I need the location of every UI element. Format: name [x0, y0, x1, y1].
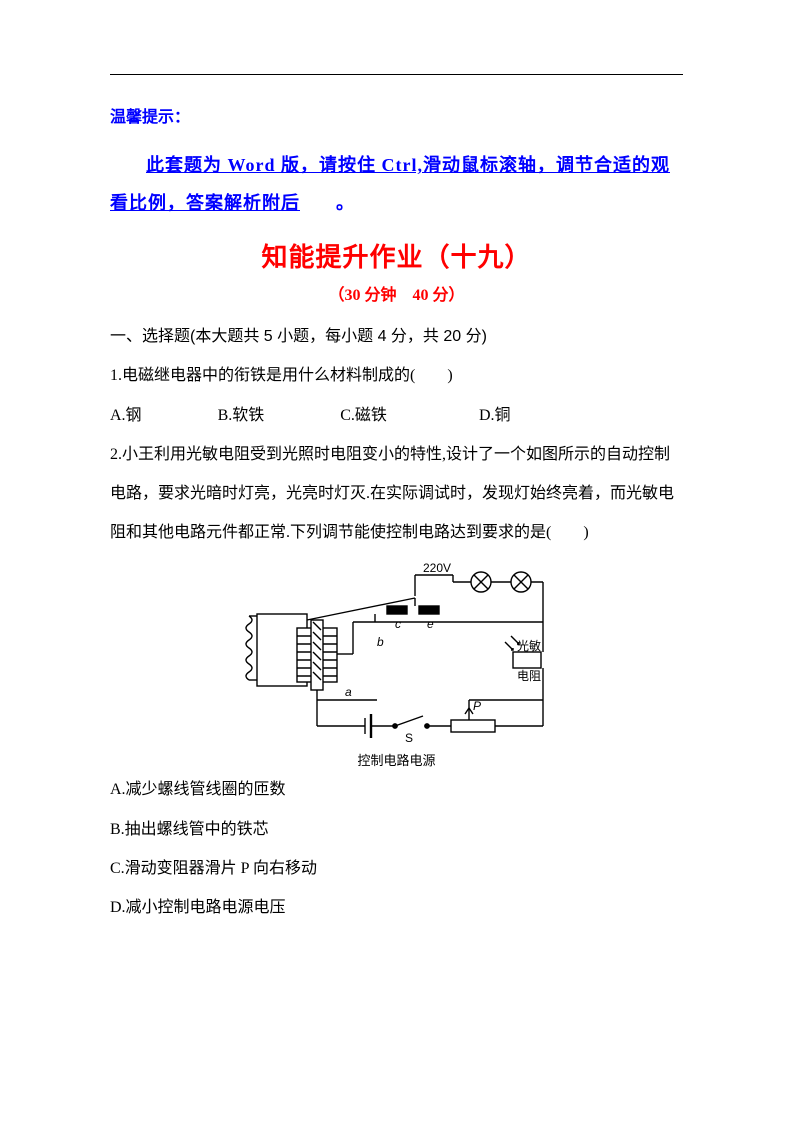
- q2-opt-d: D.减小控制电路电源电压: [110, 888, 683, 927]
- label-ldr1: 光敏: [517, 638, 541, 653]
- circuit-diagram: 220V c e b: [110, 558, 683, 752]
- hint-body: 此套题为 Word 版，请按住 Ctrl,滑动鼠标滚轴，调节合适的观看比例，答案…: [110, 147, 683, 223]
- q2-opt-c: C.滑动变阻器滑片 P 向右移动: [110, 849, 683, 888]
- hint-period: 。: [300, 185, 355, 223]
- q2-opt-a: A.减少螺线管线圈的匝数: [110, 770, 683, 809]
- label-220v: 220V: [423, 561, 451, 575]
- section-1-header: 一、选择题(本大题共 5 小题，每小题 4 分，共 20 分): [110, 317, 683, 356]
- q1-opt-c: C.磁铁: [340, 396, 387, 435]
- diagram-caption: 控制电路电源: [110, 752, 683, 770]
- label-s: S: [405, 731, 413, 745]
- label-p: P: [473, 699, 481, 713]
- top-rule: [110, 74, 683, 75]
- hint-body-text: 此套题为 Word 版，请按住 Ctrl,滑动鼠标滚轴，调节合适的观看比例，答案…: [110, 155, 670, 213]
- q1-opt-b: B.软铁: [218, 396, 265, 435]
- hint-label: 温馨提示：: [110, 98, 683, 137]
- main-title: 知能提升作业（十九）: [110, 237, 683, 279]
- sub-title: （30 分钟 40 分）: [110, 282, 683, 311]
- q2-opt-b: B.抽出螺线管中的铁芯: [110, 810, 683, 849]
- label-b: b: [377, 635, 384, 649]
- label-ldr2: 电阻: [517, 669, 541, 683]
- q1-opt-a: A.钢: [110, 396, 142, 435]
- q1-opt-d: D.铜: [479, 396, 511, 435]
- label-a: a: [345, 685, 352, 699]
- q2-stem: 2.小王利用光敏电阻受到光照时电阻变小的特性,设计了一个如图所示的自动控制电路，…: [110, 435, 683, 553]
- label-e: e: [427, 617, 434, 631]
- label-c: c: [395, 617, 401, 631]
- q1-options: A.钢 B.软铁 C.磁铁 D.铜: [110, 396, 683, 435]
- q1-stem: 1.电磁继电器中的衔铁是用什么材料制成的( ): [110, 356, 683, 395]
